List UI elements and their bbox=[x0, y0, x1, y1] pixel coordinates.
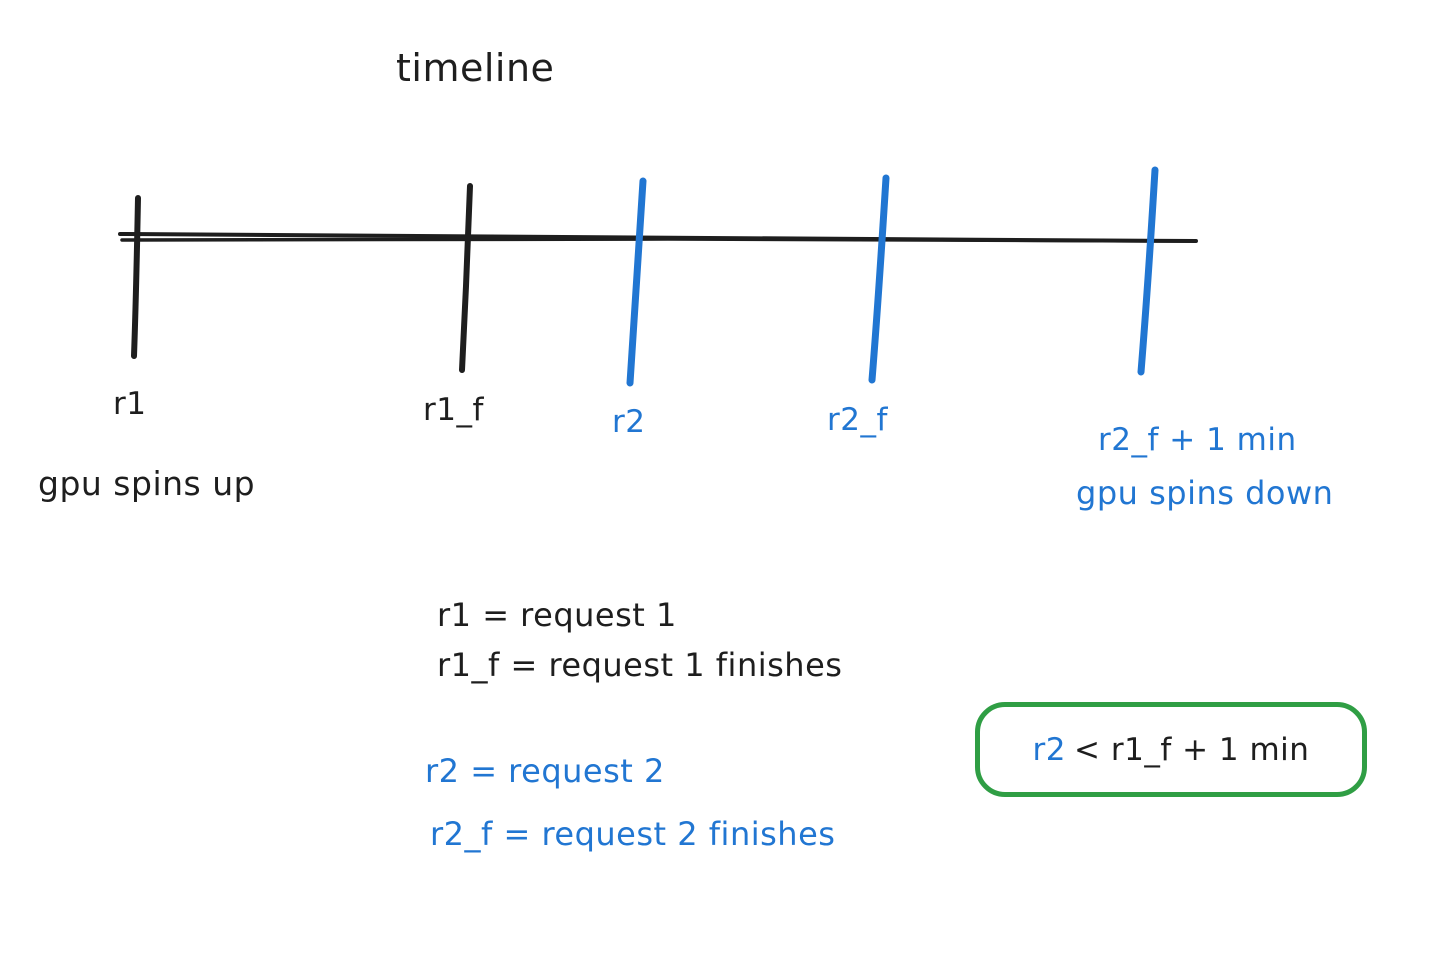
tick-r2-f-plus-1min bbox=[1137, 166, 1159, 376]
legend-line-r1: r1 = request 1 bbox=[437, 596, 677, 634]
legend-line-r2: r2 = request 2 bbox=[425, 752, 665, 790]
tick-r1-f bbox=[459, 183, 473, 373]
tick-r1 bbox=[131, 195, 141, 359]
legend-line-r1-f: r1_f = request 1 finishes bbox=[437, 646, 843, 684]
constraint-callout-box: r2 < r1_f + 1 min bbox=[975, 702, 1367, 797]
legend-line-r2-f: r2_f = request 2 finishes bbox=[430, 815, 836, 853]
timeline-drawing bbox=[118, 166, 1198, 387]
tick-label-r1-f: r1_f bbox=[423, 392, 484, 428]
annotation-gpu-spins-down: gpu spins down bbox=[1076, 474, 1334, 512]
tick-label-r2-f-plus-1min: r2_f + 1 min bbox=[1098, 422, 1297, 458]
tick-label-r2-f: r2_f bbox=[827, 402, 888, 438]
timeline-axis bbox=[118, 232, 1198, 243]
tick-label-r1: r1 bbox=[113, 386, 147, 422]
tick-r2-f bbox=[868, 174, 890, 384]
annotation-gpu-spins-up: gpu spins up bbox=[38, 464, 256, 503]
tick-r2 bbox=[626, 177, 647, 387]
callout-lhs: r2 bbox=[1032, 731, 1067, 768]
callout-rhs: < r1_f + 1 min bbox=[1074, 731, 1310, 768]
diagram-title: timeline bbox=[396, 46, 555, 90]
tick-label-r2: r2 bbox=[612, 404, 646, 440]
